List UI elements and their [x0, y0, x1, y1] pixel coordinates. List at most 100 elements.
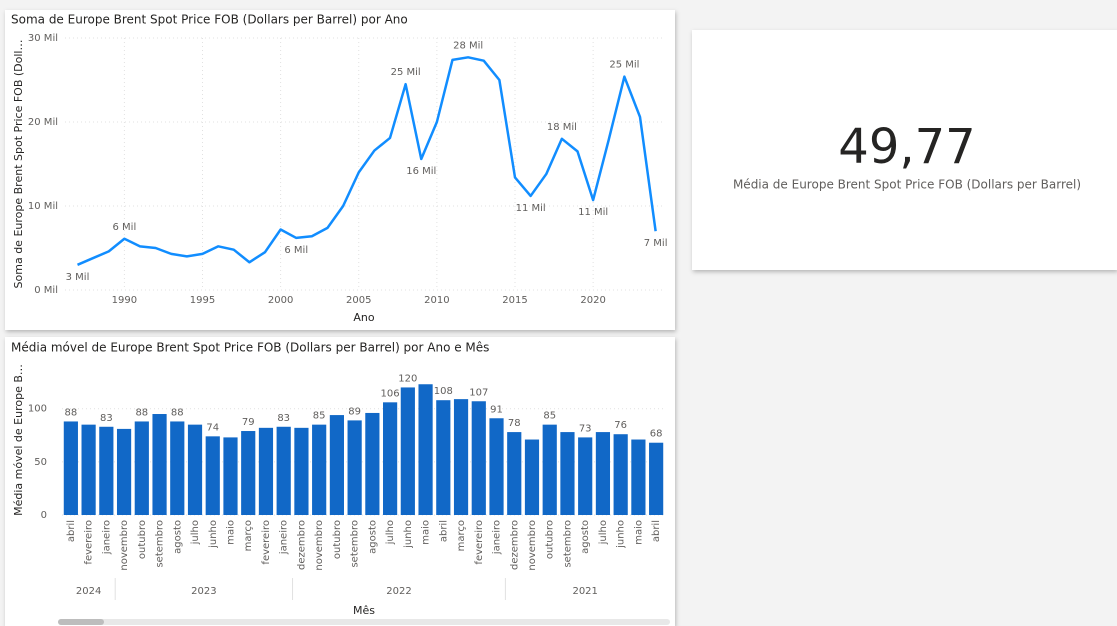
y-tick-label: 50: [34, 457, 47, 468]
y-axis-title: Média móvel de Europe B…: [12, 364, 25, 516]
x-tick-label: 1990: [112, 295, 137, 306]
x-tick-label: agosto: [367, 520, 378, 554]
bar: [258, 427, 274, 515]
bar: [631, 439, 646, 515]
x-tick-label: dezembro: [296, 520, 307, 570]
data-label: 120: [398, 373, 417, 384]
bar: [595, 432, 611, 515]
bar: [649, 442, 664, 515]
group-label: 2022: [386, 586, 411, 597]
bar: [347, 420, 362, 515]
scrollbar-thumb[interactable]: [58, 619, 104, 625]
chart-title: Média móvel de Europe Brent Spot Price F…: [11, 341, 489, 355]
data-label: 88: [135, 407, 148, 418]
data-label: 11 Mil: [578, 207, 608, 218]
bar: [99, 426, 114, 515]
x-tick-label: setembro: [155, 520, 166, 568]
x-tick-label: setembro: [562, 520, 573, 568]
bar: [383, 402, 398, 515]
x-tick-label: janeiro: [101, 520, 112, 555]
y-tick-label: 20 Mil: [28, 117, 58, 128]
data-label: 73: [579, 423, 592, 434]
x-tick-label: agosto: [580, 520, 591, 554]
x-tick-label: julho: [385, 520, 396, 545]
line-series: [77, 56, 657, 266]
data-label: 25 Mil: [609, 60, 639, 71]
x-tick-label: outubro: [137, 520, 148, 559]
data-label: 106: [381, 388, 400, 399]
bar: [524, 439, 540, 515]
y-tick-label: 10 Mil: [28, 201, 58, 212]
x-tick-label: abril: [438, 520, 449, 542]
x-tick-label: outubro: [545, 520, 556, 559]
data-label: 25 Mil: [391, 67, 421, 78]
bar: [400, 387, 415, 515]
bar: [471, 401, 486, 515]
bar: [418, 384, 433, 515]
x-tick-label: 2020: [580, 295, 605, 306]
x-tick-label: janeiro: [492, 520, 503, 555]
x-tick-label: maio: [421, 520, 432, 545]
bar: [276, 426, 291, 515]
card-label: Média de Europe Brent Spot Price FOB (Do…: [733, 178, 1081, 192]
bar: [241, 431, 256, 515]
data-label: 89: [348, 406, 361, 417]
x-tick-label: junho: [208, 520, 219, 549]
group-label: 2024: [76, 586, 101, 597]
group-label: 2023: [191, 586, 216, 597]
x-tick-label: 2005: [346, 295, 371, 306]
x-tick-label: março: [456, 520, 467, 551]
data-label: 6 Mil: [284, 245, 308, 256]
bar: [507, 432, 522, 515]
x-tick-label: dezembro: [509, 520, 520, 570]
data-label: 68: [650, 429, 663, 440]
data-label: 107: [469, 387, 488, 398]
x-tick-label: novembro: [314, 520, 325, 571]
chart-title: Soma de Europe Brent Spot Price FOB (Dol…: [11, 13, 408, 27]
data-label: 88: [65, 407, 78, 418]
data-label: 6 Mil: [113, 222, 137, 233]
y-axis-title: Soma de Europe Brent Spot Price FOB (Dol…: [12, 40, 25, 289]
bar: [453, 399, 469, 515]
line-panel: [5, 10, 675, 330]
x-tick-label: agosto: [172, 520, 183, 554]
x-tick-label: maio: [633, 520, 644, 545]
bar: [152, 414, 167, 515]
x-tick-label: janeiro: [279, 520, 290, 555]
bar: [294, 427, 309, 515]
group-label: 2021: [572, 586, 597, 597]
x-tick-label: junho: [616, 520, 627, 549]
data-label: 85: [313, 411, 326, 422]
bar: [205, 436, 220, 515]
x-tick-label: fevereiro: [261, 520, 272, 565]
bar: [81, 424, 96, 515]
x-tick-label: 2015: [502, 295, 527, 306]
data-label: 28 Mil: [453, 40, 483, 51]
y-tick-label: 0 Mil: [34, 285, 58, 296]
data-label: 76: [614, 420, 627, 431]
x-tick-label: fevereiro: [474, 520, 485, 565]
x-tick-label: outubro: [332, 520, 343, 559]
data-label: 88: [171, 407, 184, 418]
data-label: 108: [434, 386, 453, 397]
x-axis-title: Ano: [353, 311, 374, 324]
y-tick-label: 30 Mil: [28, 33, 58, 44]
data-label: 83: [100, 413, 113, 424]
x-tick-label: julho: [598, 520, 609, 545]
bar: [170, 421, 185, 515]
bar: [312, 424, 327, 515]
x-tick-label: março: [243, 520, 254, 551]
bar: [116, 428, 132, 515]
data-label: 7 Mil: [644, 238, 668, 249]
bar: [578, 437, 593, 515]
data-label: 74: [206, 422, 219, 433]
data-label: 16 Mil: [406, 166, 436, 177]
scrollbar[interactable]: [58, 619, 670, 625]
y-tick-label: 0: [41, 510, 47, 521]
x-tick-label: abril: [66, 520, 77, 542]
x-tick-label: novembro: [527, 520, 538, 571]
x-tick-label: 2000: [268, 295, 293, 306]
data-label: 78: [508, 418, 521, 429]
data-label: 79: [242, 417, 255, 428]
